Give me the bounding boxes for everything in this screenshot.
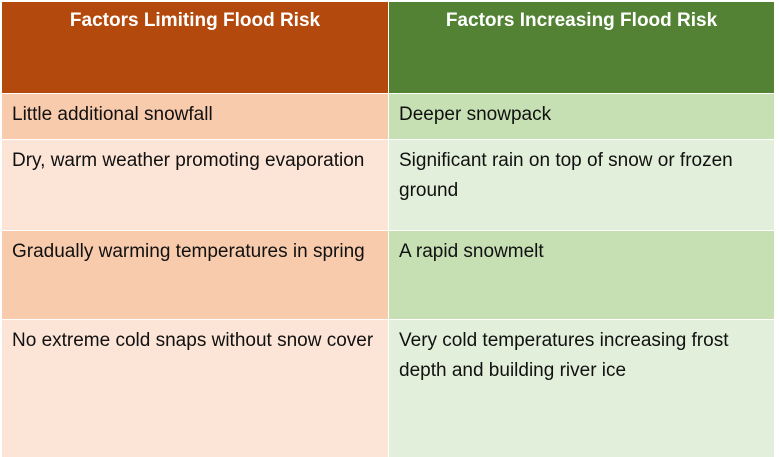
cell-increasing-3: A rapid snowmelt — [389, 231, 774, 319]
header-increasing: Factors Increasing Flood Risk — [389, 2, 774, 93]
cell-increasing-4: Very cold temperatures increasing frost … — [389, 320, 774, 457]
cell-limiting-4: No extreme cold snaps without snow cover — [2, 320, 388, 457]
cell-limiting-2: Dry, warm weather promoting evaporation — [2, 140, 388, 230]
cell-increasing-1: Deeper snowpack — [389, 94, 774, 139]
header-limiting: Factors Limiting Flood Risk — [2, 2, 388, 93]
cell-limiting-1: Little additional snowfall — [2, 94, 388, 139]
cell-limiting-3: Gradually warming temperatures in spring — [2, 231, 388, 319]
cell-increasing-2: Significant rain on top of snow or froze… — [389, 140, 774, 230]
